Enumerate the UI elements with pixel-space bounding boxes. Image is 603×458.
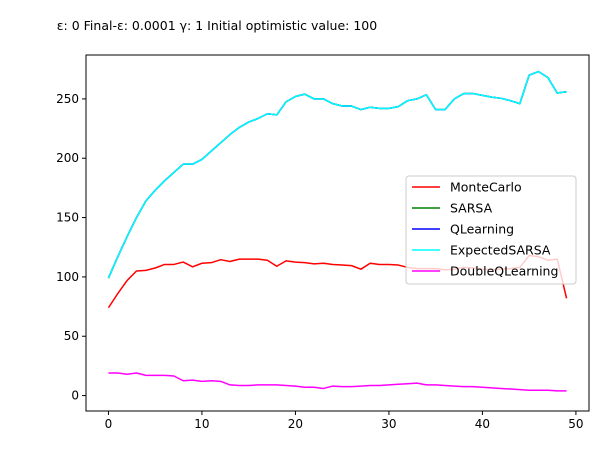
- x-tick-label: 10: [194, 417, 209, 431]
- y-tick-label: 200: [56, 151, 79, 165]
- y-tick-label: 100: [56, 270, 79, 284]
- x-tick-label: 30: [381, 417, 396, 431]
- series-line-expectedsarsa: [107, 70, 567, 279]
- y-tick-label: 50: [64, 329, 79, 343]
- x-tick-label: 20: [288, 417, 303, 431]
- legend-label: ExpectedSARSA: [450, 243, 551, 258]
- legend-label: QLearning: [450, 222, 514, 237]
- x-tick-label: 50: [568, 417, 583, 431]
- legend: MonteCarlo SARSA QLearning ExpectedSARSA Dou…: [405, 175, 577, 285]
- x-tick-label: 0: [105, 417, 113, 431]
- y-tick-label: 250: [56, 92, 79, 106]
- y-tick-label: 0: [71, 389, 79, 403]
- legend-label: DoubleQLearning: [450, 264, 558, 279]
- legend-label: SARSA: [450, 201, 493, 216]
- y-tick-label: 150: [56, 211, 79, 225]
- x-axis: 0 10 20 30 40 50: [105, 411, 584, 431]
- series-line-doubleqlearning: [108, 372, 567, 392]
- legend-label: MonteCarlo: [450, 180, 522, 195]
- x-tick-label: 40: [475, 417, 490, 431]
- y-axis: 0 50 100 150 200 250: [56, 92, 86, 403]
- legend-box: [405, 175, 577, 285]
- chart-title: ε: 0 Final-ε: 0.0001 γ: 1 Initial optimi…: [57, 18, 377, 33]
- plot-frame: [85, 54, 590, 412]
